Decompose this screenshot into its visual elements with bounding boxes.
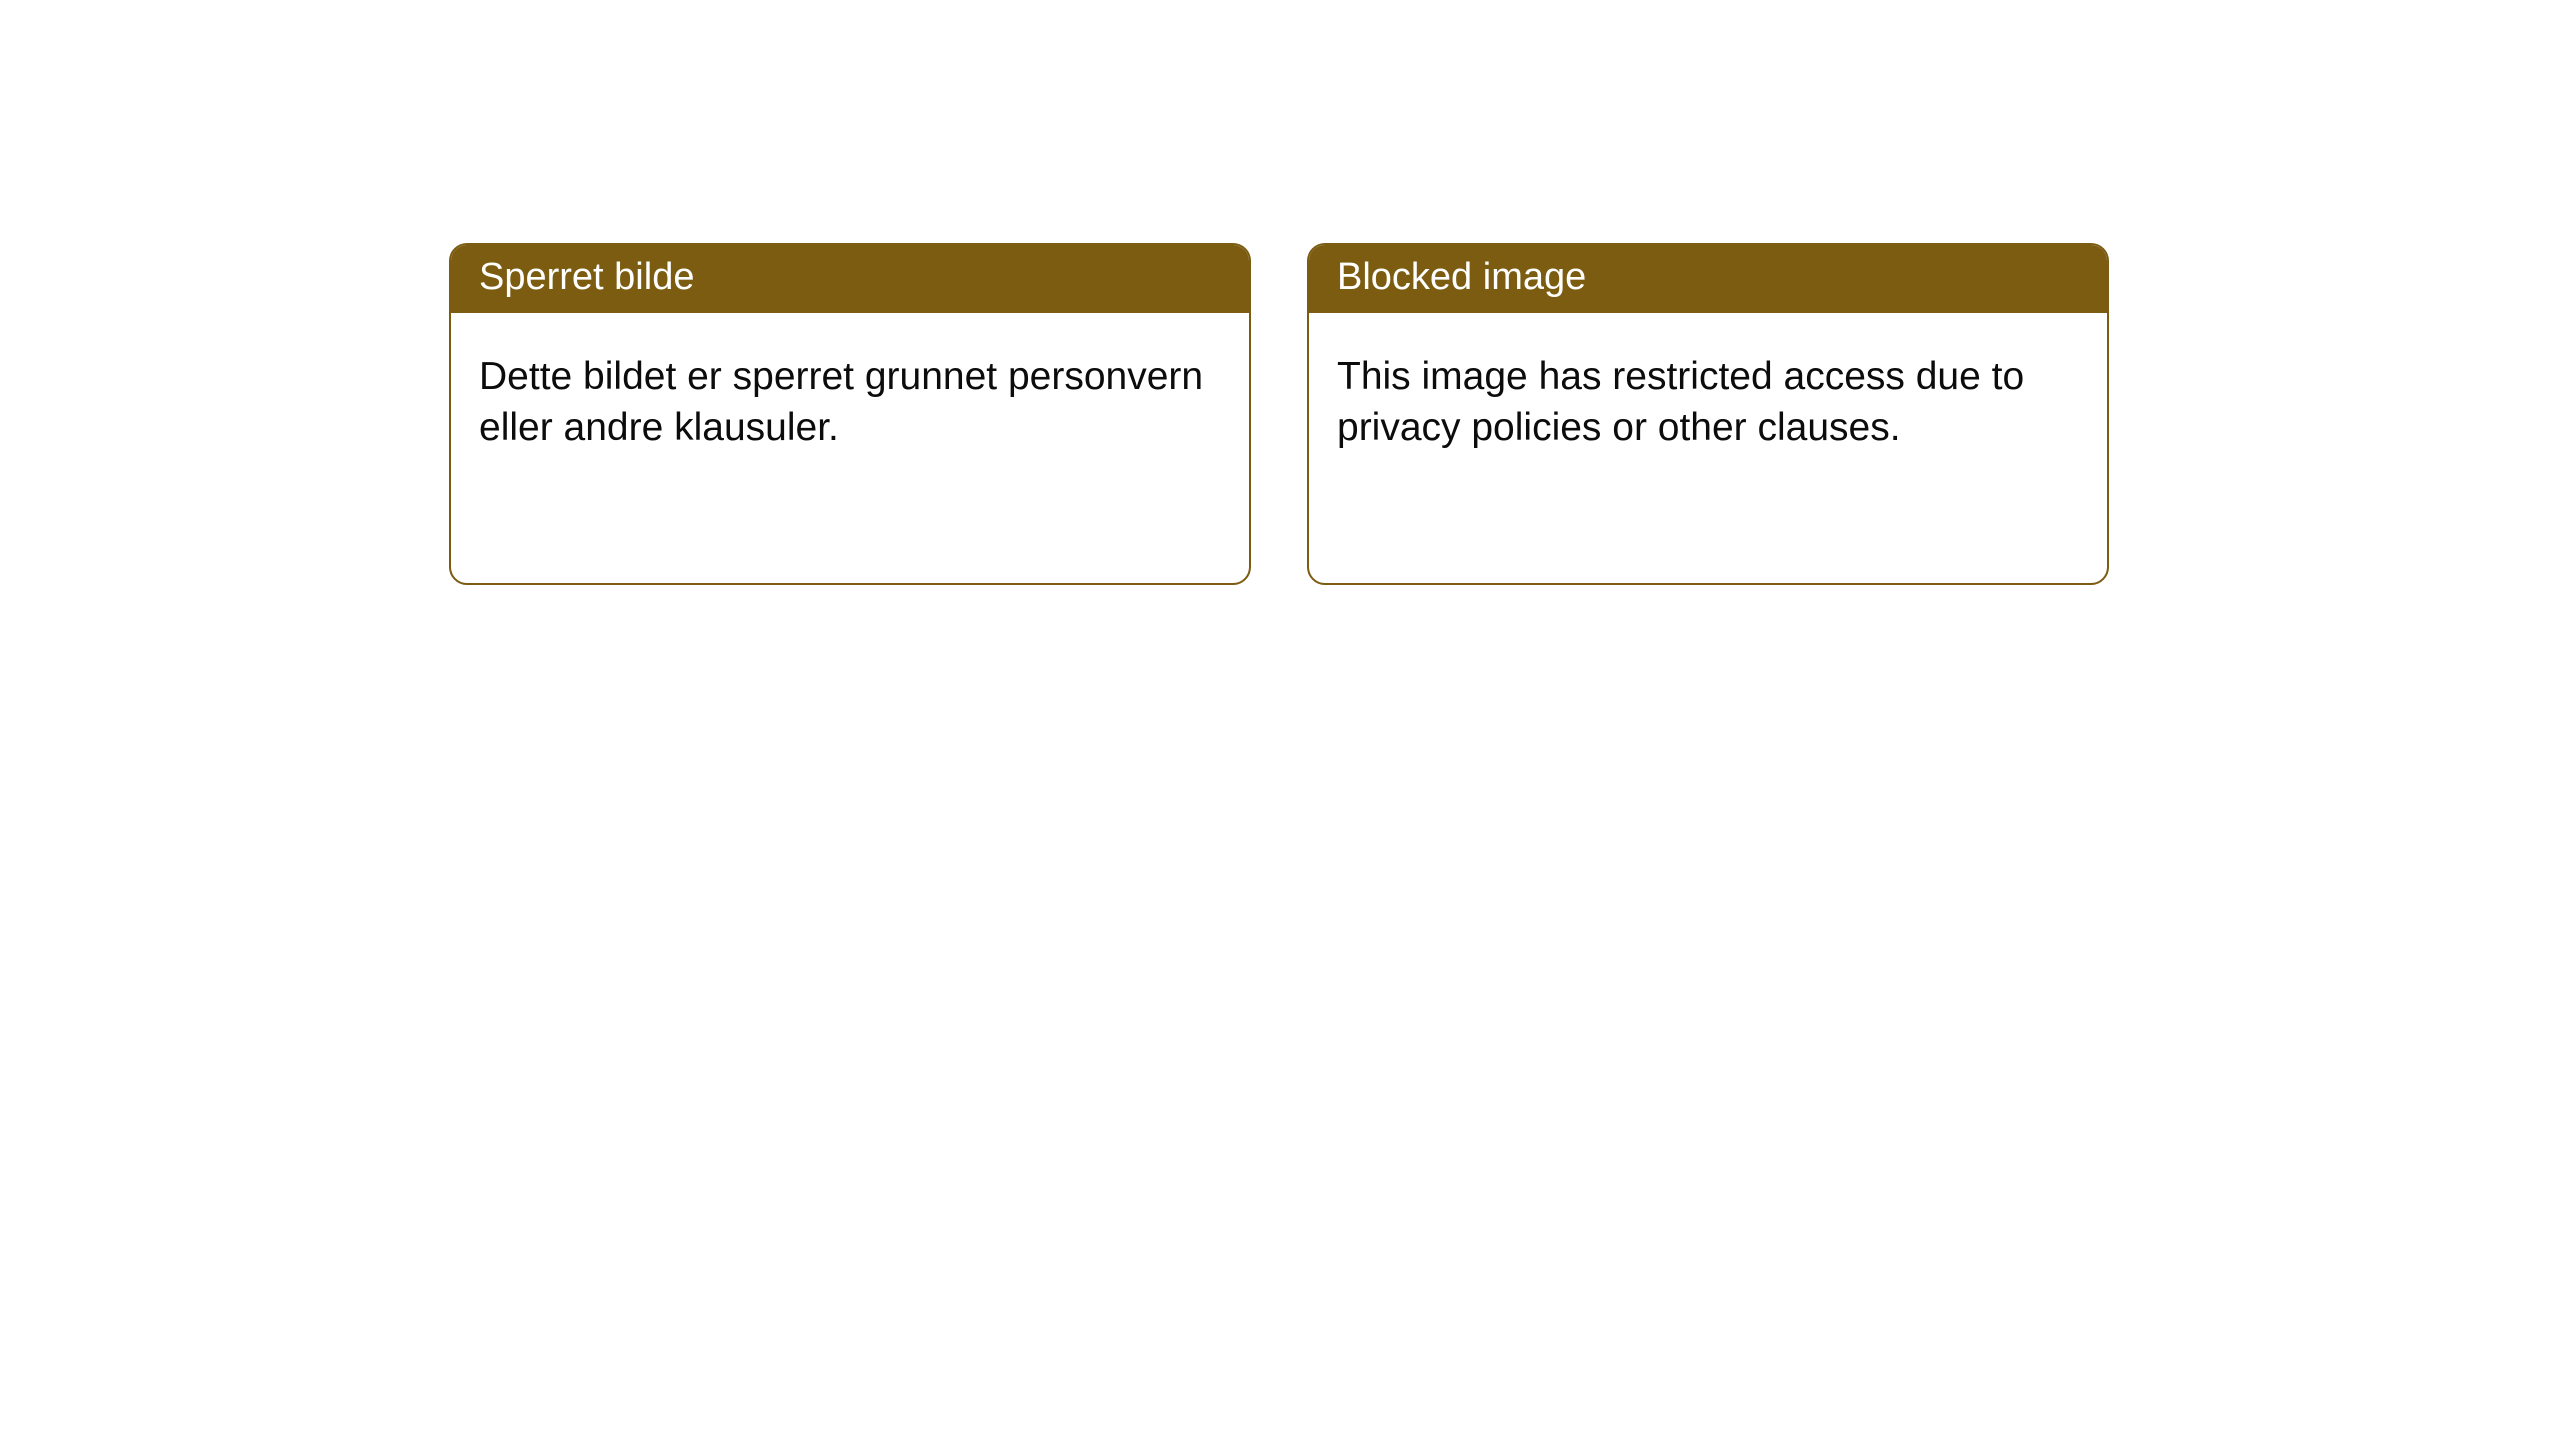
notice-card-norwegian: Sperret bilde Dette bildet er sperret gr…	[449, 243, 1251, 585]
notice-container: Sperret bilde Dette bildet er sperret gr…	[0, 0, 2560, 585]
notice-card-body: Dette bildet er sperret grunnet personve…	[451, 313, 1249, 583]
notice-card-english: Blocked image This image has restricted …	[1307, 243, 2109, 585]
notice-card-title: Blocked image	[1309, 245, 2107, 313]
notice-card-body: This image has restricted access due to …	[1309, 313, 2107, 583]
notice-card-title: Sperret bilde	[451, 245, 1249, 313]
